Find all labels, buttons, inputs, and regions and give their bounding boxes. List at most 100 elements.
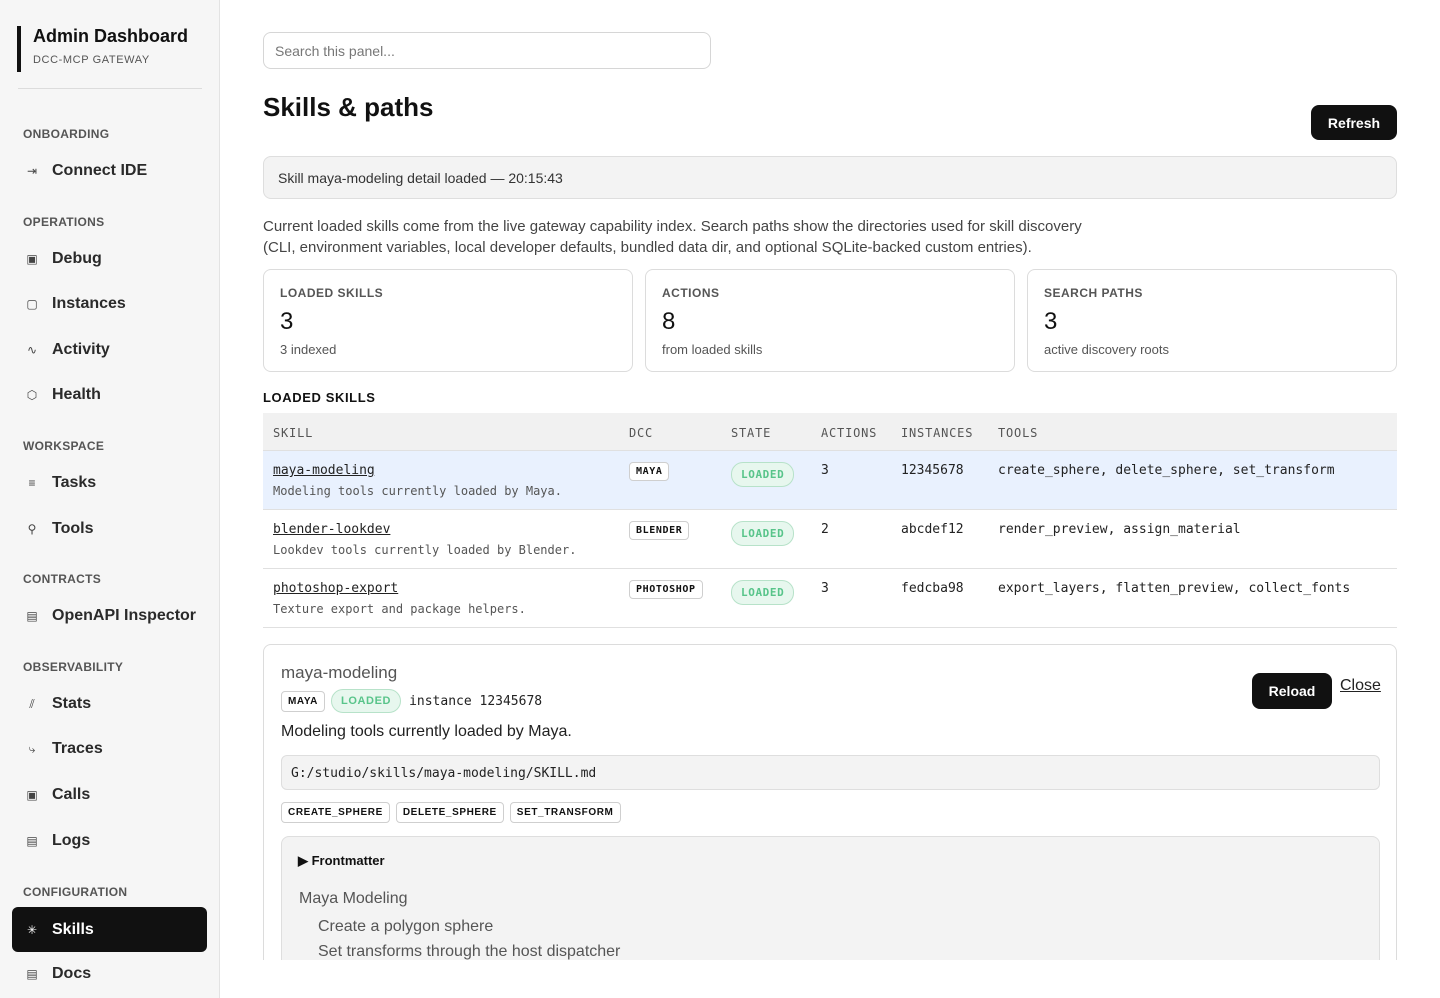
skill-link[interactable]: maya-modeling [273, 463, 375, 478]
sidebar-item-tools[interactable]: ⚲ Tools [12, 509, 207, 549]
card-label: SEARCH PATHS [1044, 286, 1143, 300]
state-badge: LOADED [731, 462, 795, 487]
sidebar-item-label: Instances [52, 295, 126, 312]
sidebar-item-instances[interactable]: ▢ Instances [12, 284, 207, 324]
traces-icon: ⤷ [28, 741, 36, 756]
instance-id: fedcba98 [901, 581, 964, 596]
frontmatter-line: Set transforms through the host dispatch… [318, 943, 621, 960]
description-line: Current loaded skills come from the live… [263, 218, 1082, 235]
column-header: DCC [629, 426, 654, 440]
close-link[interactable]: Close [1340, 677, 1381, 694]
activity-icon: ∿ [26, 343, 38, 357]
brand: Admin Dashboard DCC-MCP GATEWAY [17, 26, 188, 72]
search-input[interactable] [263, 32, 711, 69]
tool-chip: CREATE_SPHERE [281, 802, 390, 823]
sidebar-item-label: Tasks [52, 474, 97, 491]
sidebar-item-traces[interactable]: ⤷ Traces [12, 729, 207, 769]
refresh-button[interactable]: Refresh [1311, 105, 1397, 140]
page-title: Skills & paths [263, 92, 434, 122]
reload-button[interactable]: Reload [1252, 673, 1332, 709]
frontmatter-toggle[interactable]: ▶ Frontmatter [298, 853, 385, 868]
sidebar-item-openapi-inspector[interactable]: ▤ OpenAPI Inspector [12, 596, 207, 636]
card-value: 8 [662, 308, 676, 335]
sidebar-item-logs[interactable]: ▤ Logs [12, 821, 207, 861]
card-note: active discovery roots [1044, 342, 1169, 357]
stat-card-search-paths: SEARCH PATHS 3 active discovery roots [1027, 269, 1397, 372]
sidebar-divider [18, 88, 202, 89]
sidebar-item-activity[interactable]: ∿ Activity [12, 330, 207, 370]
viewport-bottom-edge [220, 960, 1440, 998]
sidebar-item-skills[interactable]: ✳ Skills [12, 907, 207, 952]
docs-icon: ▤ [26, 967, 38, 981]
sidebar-item-stats[interactable]: ⫽ Stats [12, 684, 207, 724]
skill-link[interactable]: photoshop-export [273, 581, 399, 596]
card-value: 3 [1044, 308, 1058, 335]
sidebar-item-label: Skills [52, 920, 94, 938]
state-badge: LOADED [731, 580, 795, 605]
card-note: from loaded skills [662, 342, 763, 357]
section-workspace: WORKSPACE [23, 439, 105, 453]
frontmatter-line: Create a polygon sphere [318, 918, 494, 935]
sidebar-item-label: Tools [52, 520, 94, 537]
connect-icon: ⇥ [26, 164, 38, 178]
skill-detail-panel: maya-modeling MAYA LOADED instance 12345… [263, 644, 1397, 996]
status-banner: Skill maya-modeling detail loaded — 20:1… [263, 156, 1397, 199]
skill-file-path: G:/studio/skills/maya-modeling/SKILL.md [281, 755, 1380, 790]
dcc-badge: MAYA [281, 690, 326, 712]
detail-description: Modeling tools currently loaded by Maya. [281, 723, 572, 740]
actions-count: 2 [821, 522, 829, 537]
sidebar-item-label: Health [52, 386, 101, 403]
detail-skill-name: maya-modeling [281, 663, 398, 682]
debug-icon: ▣ [26, 252, 38, 266]
frontmatter-title: Maya Modeling [299, 890, 408, 907]
stat-card-loaded-skills: LOADED SKILLS 3 3 indexed [263, 269, 633, 372]
sidebar-item-label: Activity [52, 341, 110, 358]
sidebar-item-docs[interactable]: ▤ Docs [12, 954, 207, 994]
dcc-badge: BLENDER [629, 521, 690, 540]
skill-description: Modeling tools currently loaded by Maya. [273, 484, 562, 498]
sidebar-item-label: Logs [52, 832, 91, 849]
sidebar: Admin Dashboard DCC-MCP GATEWAY ONBOARDI… [0, 0, 220, 998]
sidebar-item-debug[interactable]: ▣ Debug [12, 239, 207, 279]
document-icon: ▤ [26, 609, 38, 623]
sidebar-item-health[interactable]: ⬡ Health [12, 375, 207, 415]
sidebar-item-calls[interactable]: ▣ Calls [12, 775, 207, 815]
card-value: 3 [280, 308, 294, 335]
detail-instance: instance 12345678 [409, 693, 543, 709]
table-header: SKILL DCC STATE ACTIONS INSTANCES TOOLS [263, 413, 1397, 451]
detail-badges: MAYA LOADED instance 12345678 [281, 689, 542, 713]
page-description: Current loaded skills come from the live… [263, 216, 1123, 258]
health-icon: ⬡ [26, 388, 38, 402]
column-header: TOOLS [998, 426, 1039, 440]
dcc-badge: PHOTOSHOP [629, 580, 703, 599]
actions-count: 3 [821, 463, 829, 478]
description-line: (CLI, environment variables, local devel… [263, 239, 1032, 256]
tasks-icon: ≡ [28, 476, 36, 490]
table-row[interactable]: photoshop-export Texture export and pack… [263, 569, 1397, 628]
sidebar-item-label: Connect IDE [52, 162, 148, 179]
sidebar-item-label: Docs [52, 965, 92, 982]
section-configuration: CONFIGURATION [23, 885, 128, 899]
sidebar-item-label: OpenAPI Inspector [52, 607, 197, 624]
detail-tools: CREATE_SPHERE DELETE_SPHERE SET_TRANSFOR… [281, 802, 621, 823]
stat-card-actions: ACTIONS 8 from loaded skills [645, 269, 1015, 372]
table-row[interactable]: blender-lookdev Lookdev tools currently … [263, 510, 1397, 569]
section-onboarding: ONBOARDING [23, 127, 110, 141]
column-header: SKILL [273, 426, 314, 440]
skills-table: SKILL DCC STATE ACTIONS INSTANCES TOOLS … [263, 413, 1397, 628]
instance-id: abcdef12 [901, 522, 964, 537]
loaded-skills-heading: LOADED SKILLS [263, 390, 376, 405]
sidebar-item-connect-ide[interactable]: ⇥ Connect IDE [12, 151, 207, 191]
sidebar-item-label: Traces [52, 740, 103, 757]
section-observability: OBSERVABILITY [23, 660, 124, 674]
skill-link[interactable]: blender-lookdev [273, 522, 391, 537]
sidebar-item-tasks[interactable]: ≡ Tasks [12, 463, 207, 503]
card-note: 3 indexed [280, 342, 337, 357]
section-contracts: CONTRACTS [23, 572, 102, 586]
instances-icon: ▢ [26, 297, 38, 311]
sidebar-item-label: Debug [52, 250, 102, 267]
table-row[interactable]: maya-modeling Modeling tools currently l… [263, 451, 1397, 510]
skill-description: Texture export and package helpers. [273, 602, 526, 616]
section-operations: OPERATIONS [23, 215, 105, 229]
calls-icon: ▣ [26, 788, 38, 802]
